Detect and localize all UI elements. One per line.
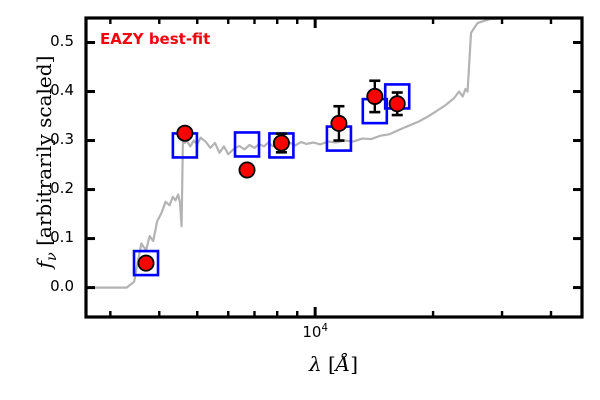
y-axis-tick-label: 0.3 xyxy=(50,129,74,148)
y-axis-tick-label: 0.0 xyxy=(50,276,74,295)
observed-photometry-dot xyxy=(238,161,256,179)
observed-photometry-dot xyxy=(176,124,194,142)
observed-photometry-markers xyxy=(137,87,406,272)
y-axis-tick-label: 0.4 xyxy=(50,80,74,99)
observed-photometry-dot xyxy=(388,95,406,113)
model-photometry-square xyxy=(132,249,160,277)
observed-photometry-dot xyxy=(330,114,348,132)
x-axis-tick-label-1e4: 104 xyxy=(275,323,355,341)
y-axis-tick-label: 0.5 xyxy=(50,31,74,50)
observed-photometry-dot xyxy=(272,134,290,152)
x-axis-label: λ [Å] xyxy=(308,352,359,376)
model-photometry-square xyxy=(233,131,261,158)
x-tick-mantissa: 10 xyxy=(302,323,322,341)
model-spectrum-curve xyxy=(86,18,534,289)
y-axis-label: fν [arbitrarily scaled] xyxy=(32,55,60,269)
axes-frame xyxy=(84,16,584,319)
observed-photometry-dot xyxy=(366,87,384,105)
y-axis-tick-label: 0.2 xyxy=(50,178,74,197)
observed-photometry-dot xyxy=(137,254,155,272)
eazy-best-fit-annotation: EAZY best-fit xyxy=(100,30,211,48)
y-axis-tick-label: 0.1 xyxy=(50,227,74,246)
x-tick-exponent: 4 xyxy=(321,323,328,334)
axis-ticks xyxy=(86,18,582,317)
